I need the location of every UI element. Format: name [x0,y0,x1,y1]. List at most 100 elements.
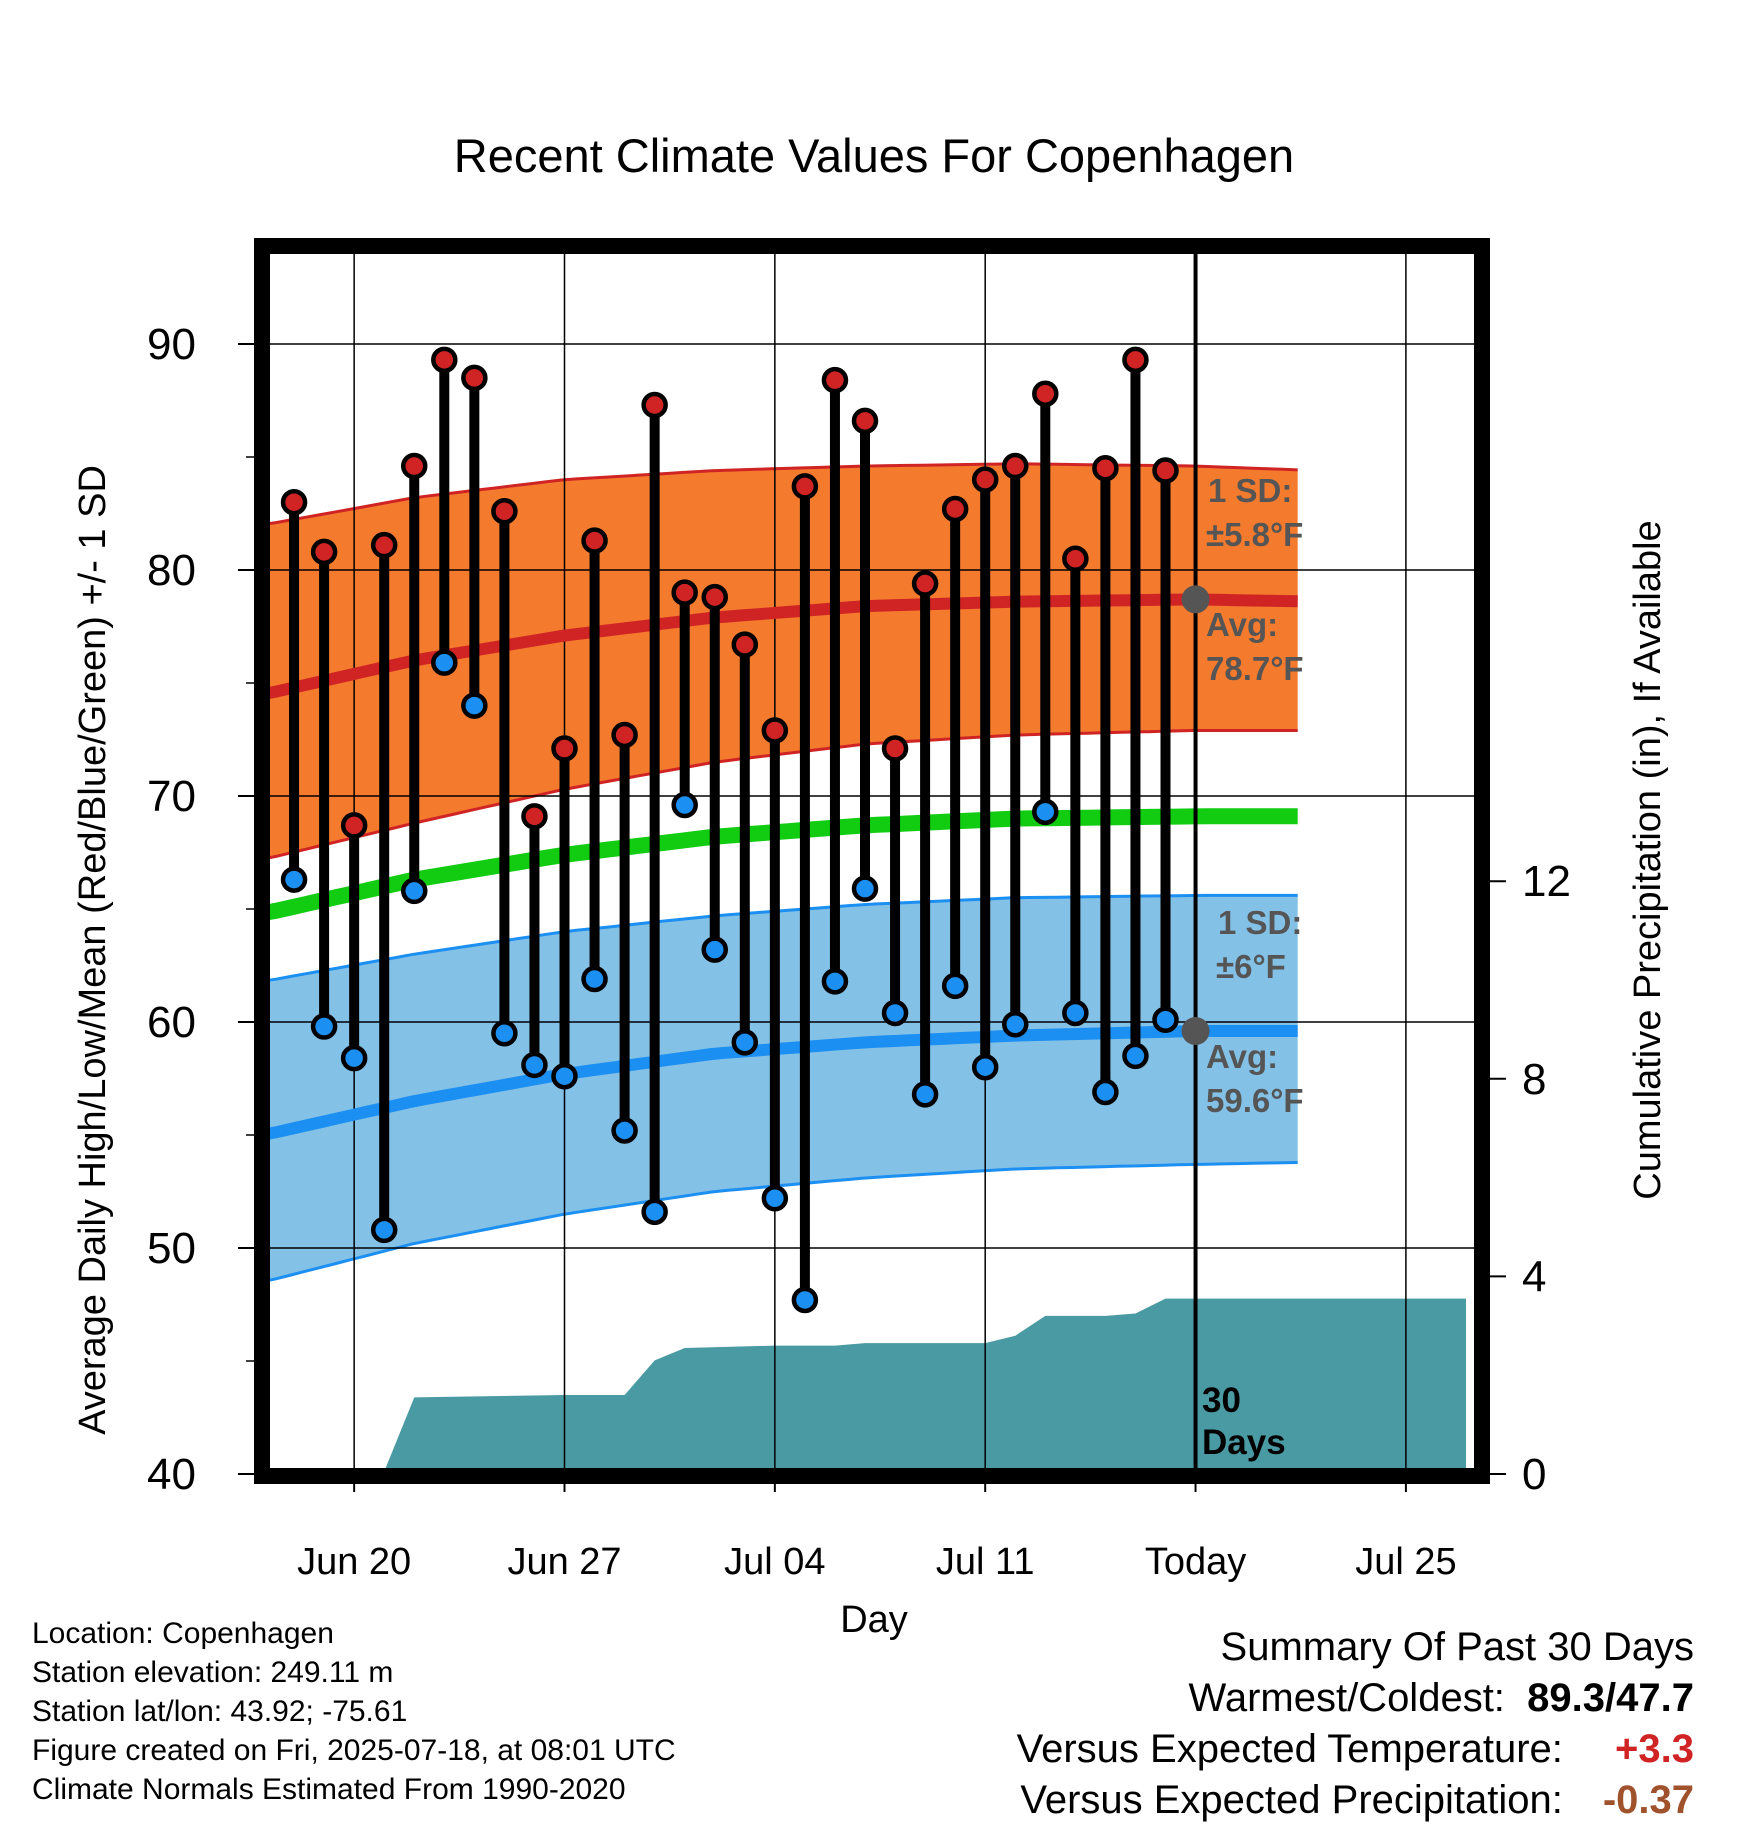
daily-high-point [941,495,969,523]
x-tick-label: Jul 04 [724,1541,825,1583]
daily-low-point [551,1062,578,1090]
daily-low-point [491,1020,518,1047]
daily-low-point [280,866,308,893]
summary-slash: / [1605,1676,1617,1720]
daily-low-point [851,875,879,902]
daily-low-point [461,692,488,719]
plot-area: 1 SD: ±5.8°F Avg: 78.7°F 1 SD: ±6°F Avg: 59.6°F… [147,238,1571,1583]
daily-high-point [851,407,879,435]
daily-low-point [1152,1006,1179,1033]
daily-low-point [581,965,608,993]
info-elevation: Station elevation: 249.11 m [32,1656,394,1689]
daily-high-point [881,735,909,762]
daily-low-point [431,649,458,676]
x-axis-label: Day [840,1599,908,1641]
summary-warmest: 89.3 [1527,1676,1606,1720]
summary-panel: Summary Of Past 30 Days Warmest/Coldest:… [1017,1622,1694,1826]
daily-high-point [1152,457,1179,484]
high-avg-value: 78.7°F [1206,650,1304,687]
daily-high-point [340,812,368,839]
daily-low-point [761,1185,789,1212]
daily-high-point [1092,455,1119,482]
daily-high-point [310,538,338,566]
daily-high-point [821,366,849,394]
info-normals: Climate Normals Estimated From 1990-2020 [32,1773,626,1806]
daily-high-point [611,721,638,749]
y2-tick-label: 12 [1522,857,1571,906]
daily-high-point [911,570,939,597]
daily-low-point [611,1117,638,1144]
daily-low-point [1092,1078,1119,1106]
info-created: Figure created on Fri, 2025-07-18, at 08… [32,1734,676,1767]
daily-high-point [641,391,668,419]
low-sd-label: 1 SD: [1218,904,1302,941]
y-tick-label: 40 [147,1450,196,1499]
daily-low-point [731,1029,759,1056]
summary-precip-label: Versus Expected Precipitation: [1020,1778,1563,1822]
daily-low-point [701,936,728,963]
x-tick-label: Jun 20 [297,1541,411,1583]
daily-high-point [551,735,578,762]
y-tick-label: 70 [147,772,196,821]
summary-temp-row: Versus Expected Temperature: +3.3 [1017,1724,1694,1775]
summary-coldest: 47.7 [1616,1676,1694,1720]
x-tick-label: Jun 27 [507,1541,621,1583]
summary-heading: Summary Of Past 30 Days [1220,1625,1694,1669]
daily-high-point [1122,346,1149,374]
plot-inner [262,246,1482,1476]
daily-high-point [1002,452,1029,480]
daily-low-point [310,1013,338,1040]
daily-low-point [641,1198,668,1226]
low-avg-value: 59.6°F [1206,1082,1304,1119]
y-tick-label: 90 [147,320,196,369]
daily-low-point [971,1053,999,1081]
today-days-word: Days [1202,1423,1286,1462]
daily-low-point [791,1286,819,1314]
daily-low-point [401,877,428,905]
daily-high-point [1062,545,1089,572]
today-high-avg-marker [1181,585,1210,614]
daily-high-point [370,531,398,559]
summary-warm-cold-row: Warmest/Coldest: 89.3/47.7 [1017,1673,1694,1724]
y-tick-label: 50 [147,1224,196,1273]
high-sd-value: ±5.8°F [1206,516,1303,553]
daily-low-point [1002,1011,1029,1038]
summary-warm-cold-label: Warmest/Coldest: [1188,1676,1505,1720]
daily-high-point [280,488,308,516]
high-sd-band [262,463,1298,860]
daily-high-point [401,452,428,480]
daily-low-point [1032,798,1059,826]
precip-area [264,1298,1466,1474]
high-avg-label: Avg: [1206,606,1278,643]
today-days-word: 30 [1202,1381,1241,1420]
info-latlon: Station lat/lon: 43.92; -75.61 [32,1695,408,1728]
daily-high-point [971,466,999,493]
daily-low-point [821,968,849,995]
x-tick-label: Jul 25 [1355,1541,1456,1583]
daily-high-point [761,717,789,744]
chart-title: Recent Climate Values For Copenhagen [454,129,1294,182]
x-tick-label: Jul 11 [936,1541,1035,1583]
x-tick-label: Today [1145,1541,1246,1583]
y-axis-label: Average Daily High/Low/Mean (Red/Blue/Gr… [72,465,114,1435]
daily-low-point [941,972,969,1000]
y2-tick-label: 0 [1522,1450,1546,1499]
daily-low-point [1122,1042,1149,1070]
daily-high-point [791,473,819,500]
daily-high-point [701,583,728,611]
y-tick-label: 60 [147,998,196,1047]
daily-low-point [370,1216,398,1244]
daily-low-point [521,1051,548,1079]
station-info: Location: Copenhagen Station elevation: … [32,1614,676,1809]
low-sd-value: ±6°F [1216,948,1286,985]
daily-high-point [431,346,458,374]
summary-precip-row: Versus Expected Precipitation: -0.37 [1017,1775,1694,1826]
low-avg-label: Avg: [1206,1038,1278,1075]
today-low-avg-marker [1181,1017,1210,1046]
y-tick-label: 80 [147,546,196,595]
daily-low-point [1062,999,1089,1027]
y2-axis-label: Cumulative Precipitation (in), If Availa… [1627,520,1669,1199]
summary-temp-label: Versus Expected Temperature: [1016,1727,1563,1771]
daily-low-point [911,1081,939,1108]
